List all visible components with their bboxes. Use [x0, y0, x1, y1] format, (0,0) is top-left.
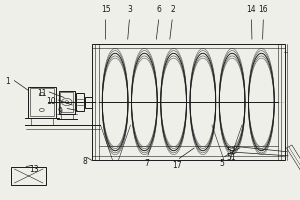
Bar	[92, 44, 285, 160]
Text: 51: 51	[227, 152, 236, 162]
Text: 16: 16	[259, 4, 268, 14]
Text: 5: 5	[220, 158, 224, 168]
Text: 8: 8	[82, 156, 87, 166]
Bar	[76, 93, 84, 111]
Text: 2: 2	[170, 4, 175, 14]
Text: 6: 6	[157, 4, 161, 14]
Bar	[58, 90, 75, 114]
Text: 52: 52	[227, 146, 236, 156]
Text: 9: 9	[58, 106, 62, 116]
Bar	[28, 86, 56, 117]
Text: 3: 3	[127, 4, 132, 14]
Bar	[85, 97, 92, 108]
Text: 1: 1	[5, 77, 10, 86]
Bar	[60, 92, 73, 112]
Text: 13: 13	[30, 164, 39, 173]
Text: 14: 14	[247, 4, 256, 14]
Text: 10: 10	[46, 98, 56, 106]
Text: 11: 11	[37, 90, 47, 98]
Text: 7: 7	[145, 158, 149, 168]
Text: 17: 17	[172, 160, 182, 170]
Text: 15: 15	[101, 4, 110, 14]
Bar	[11, 167, 46, 185]
Bar	[30, 88, 54, 116]
